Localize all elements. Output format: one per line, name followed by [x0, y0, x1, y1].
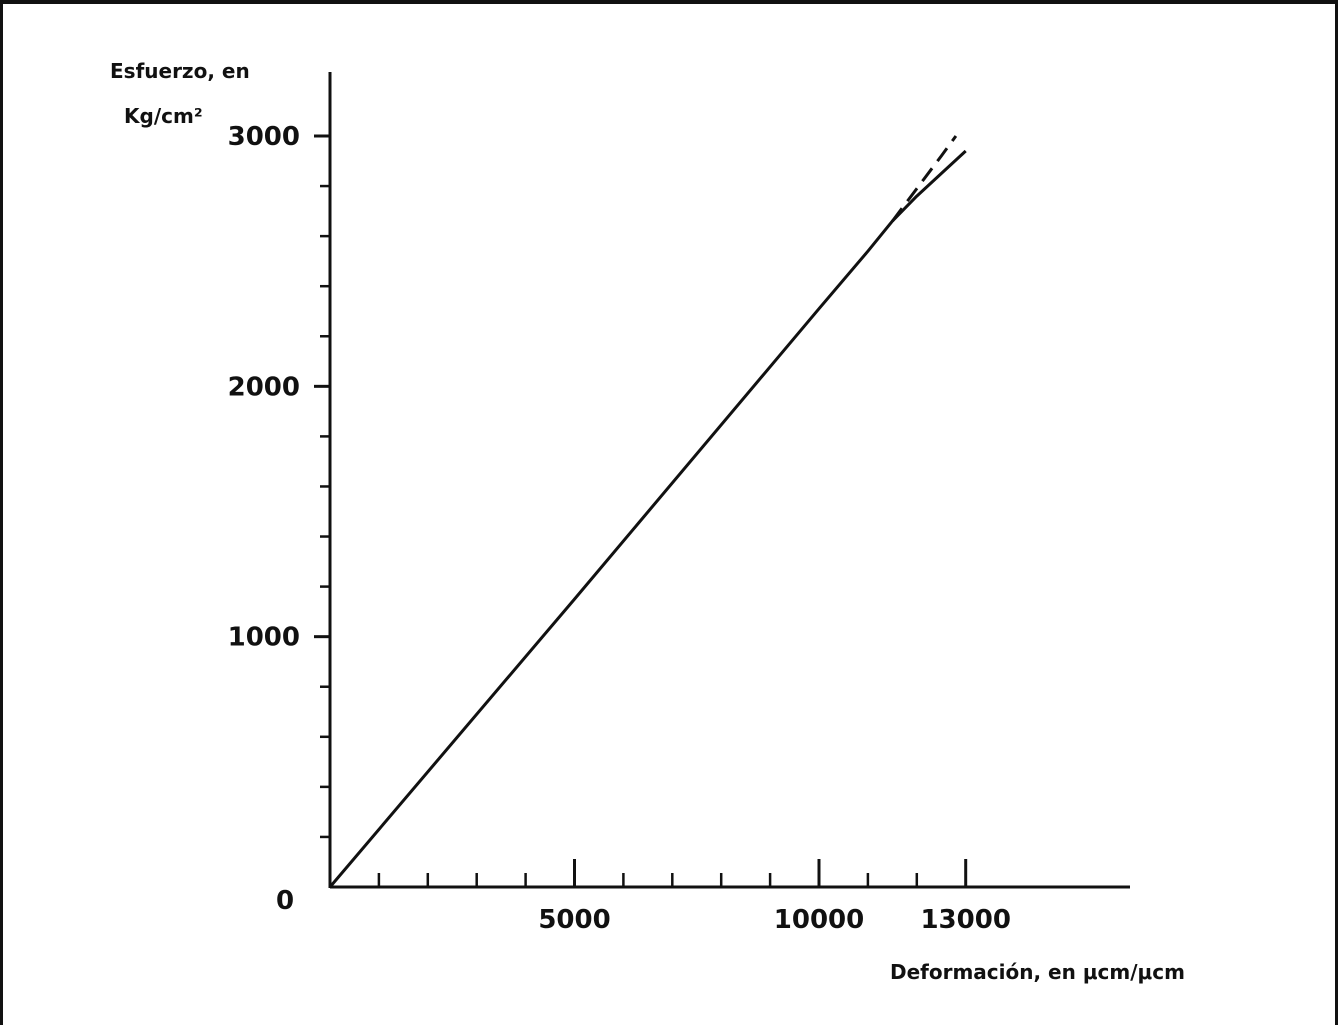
dashed-extrapolation-line [891, 135, 958, 223]
y-axis-title-line1: Esfuerzo, en [110, 59, 250, 83]
y-tick-label: 1000 [228, 623, 300, 653]
x-tick-label: 10000 [774, 905, 864, 935]
stress-strain-curve [328, 149, 967, 888]
y-axis-title-line2: Kg/cm² [124, 104, 203, 128]
series-layer [328, 135, 967, 888]
y-tick-label: 3000 [228, 122, 300, 152]
x-axis-title: Deformación, en μcm/μcm [890, 960, 1185, 984]
x-tick-label: 5000 [538, 905, 610, 935]
origin-label: 0 [276, 886, 294, 916]
x-tick-label: 13000 [920, 905, 1010, 935]
y-tick-label: 2000 [228, 372, 300, 402]
axes [314, 72, 1130, 889]
labels-layer: Esfuerzo, en Kg/cm² Deformación, en μcm/… [110, 59, 1185, 984]
